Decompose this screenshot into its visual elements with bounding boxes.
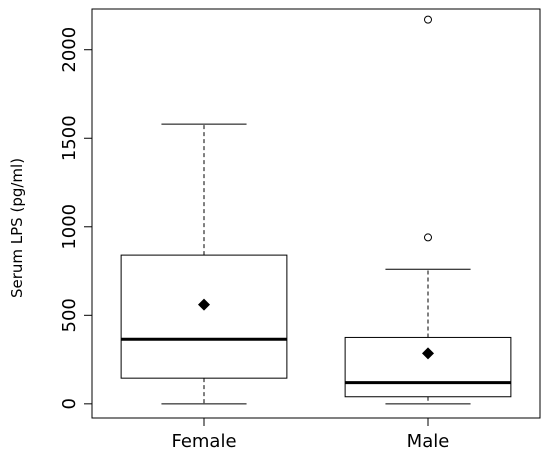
y-tick-label: 0 xyxy=(59,398,80,409)
boxes xyxy=(120,15,512,405)
mean-marker xyxy=(198,298,210,311)
y-axis-label: Serum LPS (pg/ml) xyxy=(8,158,26,298)
mean-marker xyxy=(422,347,434,360)
iqr-box xyxy=(344,336,512,398)
outlier-point xyxy=(424,233,432,242)
y-tick-label: 500 xyxy=(59,298,80,332)
y-tick-label: 1000 xyxy=(59,204,80,250)
x-axis: Female Male xyxy=(171,418,449,452)
x-tick-label-male: Male xyxy=(407,431,450,452)
plot-frame xyxy=(91,8,541,419)
y-axis: 0 500 1000 1500 2000 xyxy=(59,27,92,410)
x-tick-label-female: Female xyxy=(171,431,236,452)
outlier-point xyxy=(424,15,432,24)
box-group-female xyxy=(120,123,288,405)
iqr-box xyxy=(120,254,288,379)
y-tick-label: 2000 xyxy=(59,27,80,73)
box-group-male xyxy=(344,15,512,405)
y-tick-label: 1500 xyxy=(59,115,80,161)
